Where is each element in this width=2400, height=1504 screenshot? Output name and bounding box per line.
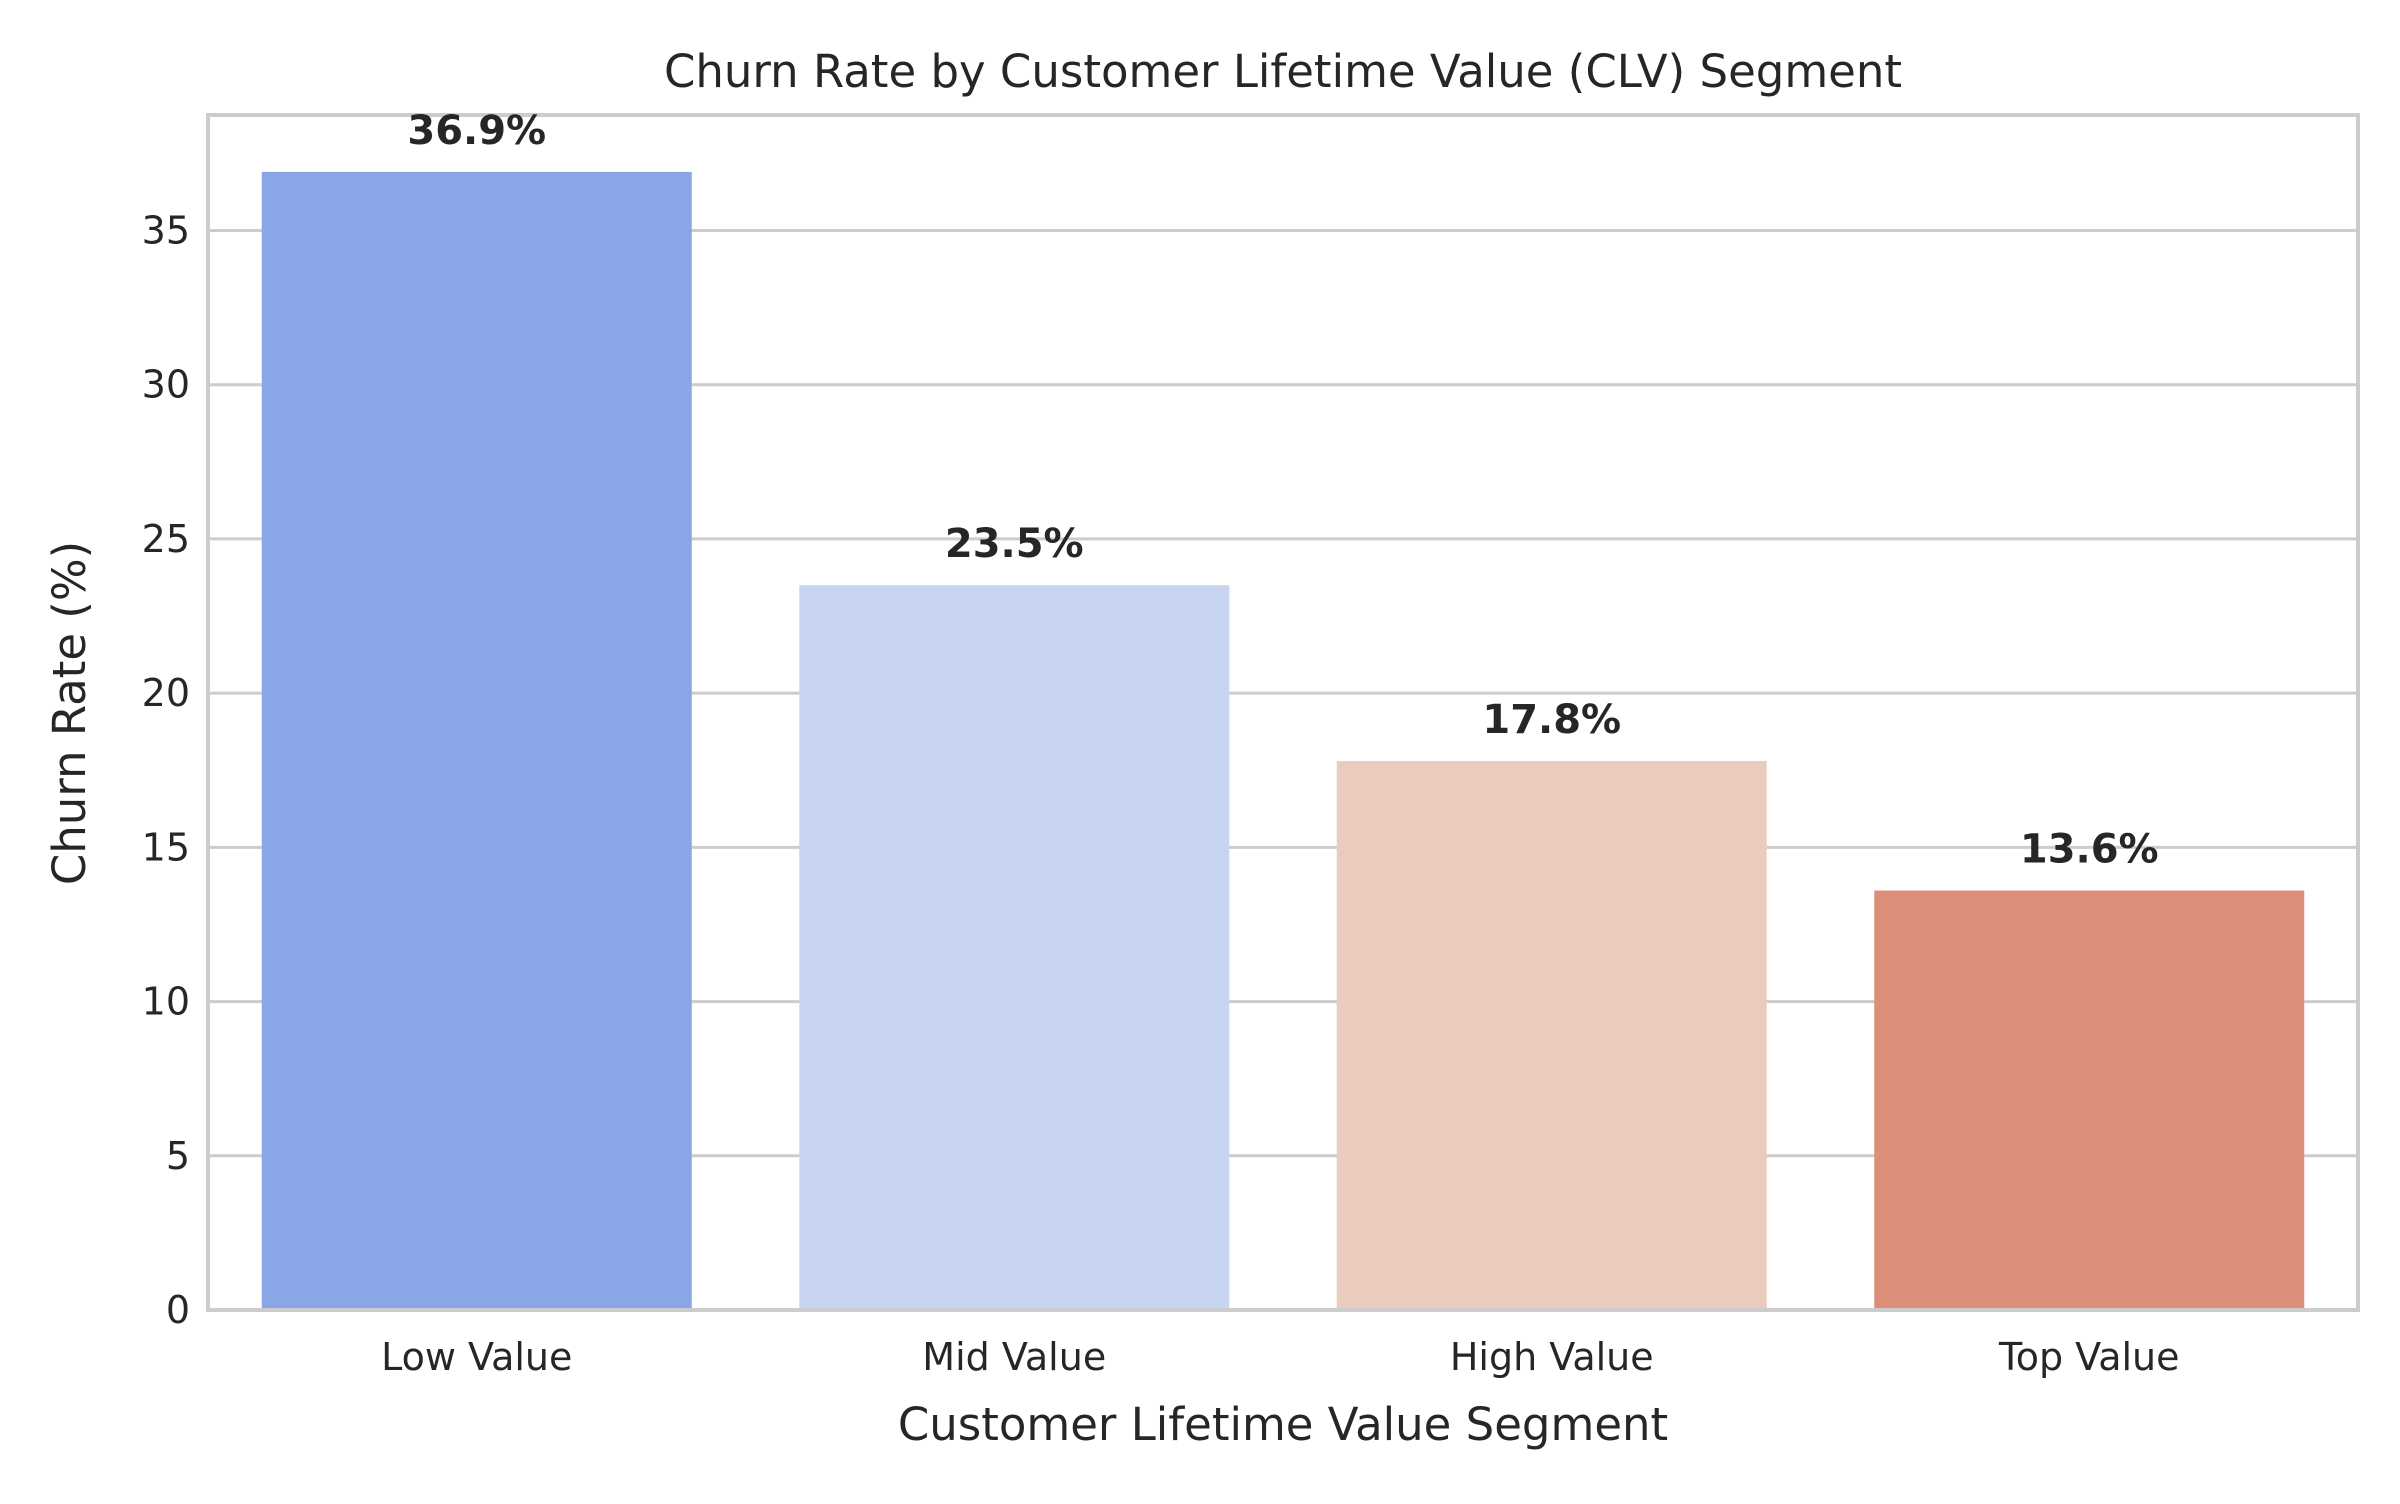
plot-border: [206, 113, 2360, 1312]
bars: [261, 171, 2305, 1310]
data-labels: 36.9% 23.5% 17.8% 13.6%: [407, 108, 2158, 873]
x-tick-label: High Value: [1450, 1335, 1654, 1379]
y-tick-label: 20: [142, 671, 190, 715]
x-tick-label: Mid Value: [922, 1335, 1106, 1379]
y-tick-label: 0: [166, 1288, 190, 1332]
y-axis-ticks: 0 5 10 15 20 25 30 35: [142, 209, 190, 1332]
y-tick-label: 25: [142, 517, 190, 561]
y-tick-label: 5: [166, 1134, 190, 1178]
data-label: 23.5%: [945, 521, 1084, 567]
bar: [1874, 890, 2305, 1310]
y-tick-label: 15: [142, 825, 190, 869]
data-label: 17.8%: [1482, 697, 1621, 743]
bar: [799, 585, 1230, 1310]
chart-title: Churn Rate by Customer Lifetime Value (C…: [664, 45, 1902, 98]
y-tick-label: 35: [142, 209, 190, 253]
bar: [1336, 761, 1767, 1310]
x-axis-ticks: Low Value Mid Value High Value Top Value: [381, 1335, 2179, 1379]
x-tick-label: Low Value: [381, 1335, 572, 1379]
x-axis-label: Customer Lifetime Value Segment: [898, 1398, 1668, 1451]
y-axis-label: Churn Rate (%): [43, 541, 96, 885]
data-label: 13.6%: [2020, 827, 2159, 873]
y-tick-label: 10: [142, 980, 190, 1024]
x-tick-label: Top Value: [1998, 1335, 2180, 1379]
data-label: 36.9%: [407, 108, 546, 154]
plot-frame: [206, 113, 2360, 1312]
bar: [261, 171, 692, 1310]
y-tick-label: 30: [142, 363, 190, 407]
